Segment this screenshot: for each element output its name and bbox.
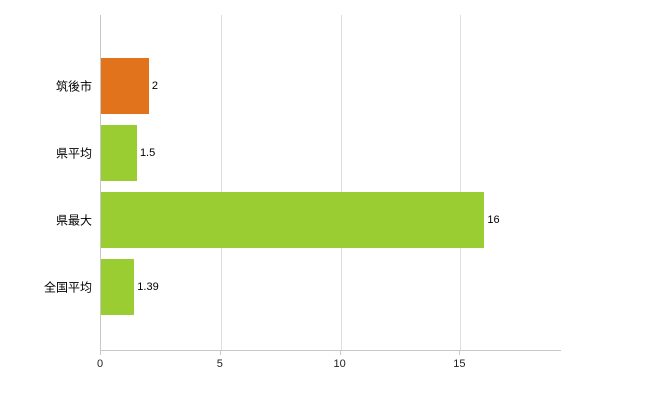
plot-area: [100, 15, 561, 351]
gridline-x-15: [460, 15, 462, 350]
x-axis-tick-mark: [100, 351, 101, 355]
x-axis-tick-label: 5: [216, 358, 223, 370]
bar-value-label: 1.39: [137, 281, 159, 293]
x-axis-tick-label: 10: [333, 358, 346, 370]
gridline-x-5: [220, 15, 222, 350]
category-label: 県平均: [55, 146, 92, 161]
bar-value-label: 2: [151, 80, 159, 92]
category-label: 県最大: [55, 213, 92, 228]
bar-0: [101, 58, 149, 114]
bar-2: [101, 192, 485, 248]
x-axis-tick-mark: [459, 351, 461, 355]
x-axis-tick-mark: [219, 351, 221, 355]
category-label: 筑後市: [55, 79, 92, 94]
gridline-x-10: [340, 15, 342, 350]
x-axis-tick-mark: [339, 351, 341, 355]
bar-3: [101, 259, 135, 315]
x-axis-tick-label: 15: [453, 358, 466, 370]
bar-value-label: 16: [487, 214, 500, 226]
x-axis-tick-label: 0: [96, 358, 104, 370]
bar-value-label: 1.5: [139, 147, 156, 159]
bar-1: [101, 125, 137, 181]
category-label: 全国平均: [43, 280, 92, 295]
